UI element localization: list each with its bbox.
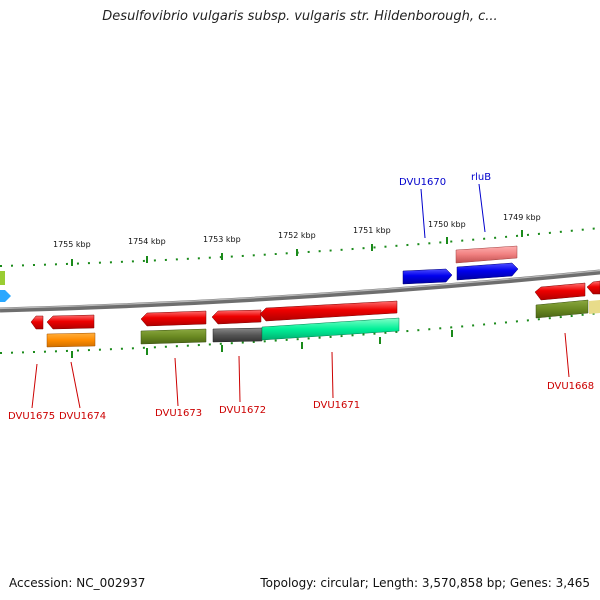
label-dvu1675[interactable]: DVU1675 — [8, 411, 55, 422]
tick-label-1753: 1753 kbp — [203, 235, 241, 244]
label-leaders — [31, 183, 570, 409]
chromosome-backbone — [0, 269, 600, 313]
gene-dvu1672[interactable] — [211, 309, 262, 325]
gene-dvu1671-rna[interactable] — [261, 317, 400, 341]
label-dvu1674[interactable]: DVU1674 — [59, 411, 106, 422]
gene-dvu1668-rna[interactable] — [535, 299, 589, 319]
gene-dvu1674[interactable] — [46, 314, 95, 330]
lower-major-ticks — [71, 330, 453, 358]
tick-label-1750: 1750 kbp — [428, 220, 466, 229]
tick-label-1751: 1751 kbp — [353, 226, 391, 235]
label-dvu1673[interactable]: DVU1673 — [155, 408, 202, 419]
gene-partial-left-blue[interactable] — [0, 290, 11, 302]
label-dvu1671[interactable]: DVU1671 — [313, 400, 360, 411]
accession-text: Accession: NC_002937 — [9, 576, 146, 590]
label-rlub[interactable]: rluB — [471, 172, 491, 183]
gene-dvu1673-rna[interactable] — [140, 328, 207, 345]
label-dvu1668[interactable]: DVU1668 — [547, 381, 594, 392]
gene-dvu1670[interactable] — [402, 268, 453, 285]
gene-dvu1671[interactable] — [259, 300, 398, 322]
tick-label-1754: 1754 kbp — [128, 237, 166, 246]
gene-partial-right-red[interactable] — [586, 280, 600, 295]
gene-partial-right-khaki[interactable] — [589, 300, 600, 314]
lower-ruler — [0, 312, 600, 354]
tick-label-1755: 1755 kbp — [53, 240, 91, 249]
gene-dvu1673[interactable] — [140, 310, 207, 327]
gene-dvu1668[interactable] — [534, 282, 586, 301]
map-title: Desulfovibrio vulgaris subsp. vulgaris s… — [102, 9, 498, 24]
upper-major-ticks — [71, 230, 523, 266]
tick-label-1752: 1752 kbp — [278, 231, 316, 240]
label-dvu1672[interactable]: DVU1672 — [219, 405, 266, 416]
tick-label-1749: 1749 kbp — [503, 213, 541, 222]
gene-dvu1672-rna[interactable] — [212, 327, 263, 343]
gene-dvu1675[interactable] — [30, 315, 44, 330]
label-dvu1670[interactable]: DVU1670 — [399, 177, 446, 188]
gene-rlub-rna[interactable] — [455, 245, 518, 264]
chromosome-backbone-highlight — [0, 269, 600, 310]
gene-dvu1674-rna[interactable] — [46, 332, 96, 348]
gene-rlub[interactable] — [456, 262, 519, 281]
genome-summary-text: Topology: circular; Length: 3,570,858 bp… — [260, 576, 590, 590]
gene-partial-left-green[interactable] — [0, 271, 5, 285]
